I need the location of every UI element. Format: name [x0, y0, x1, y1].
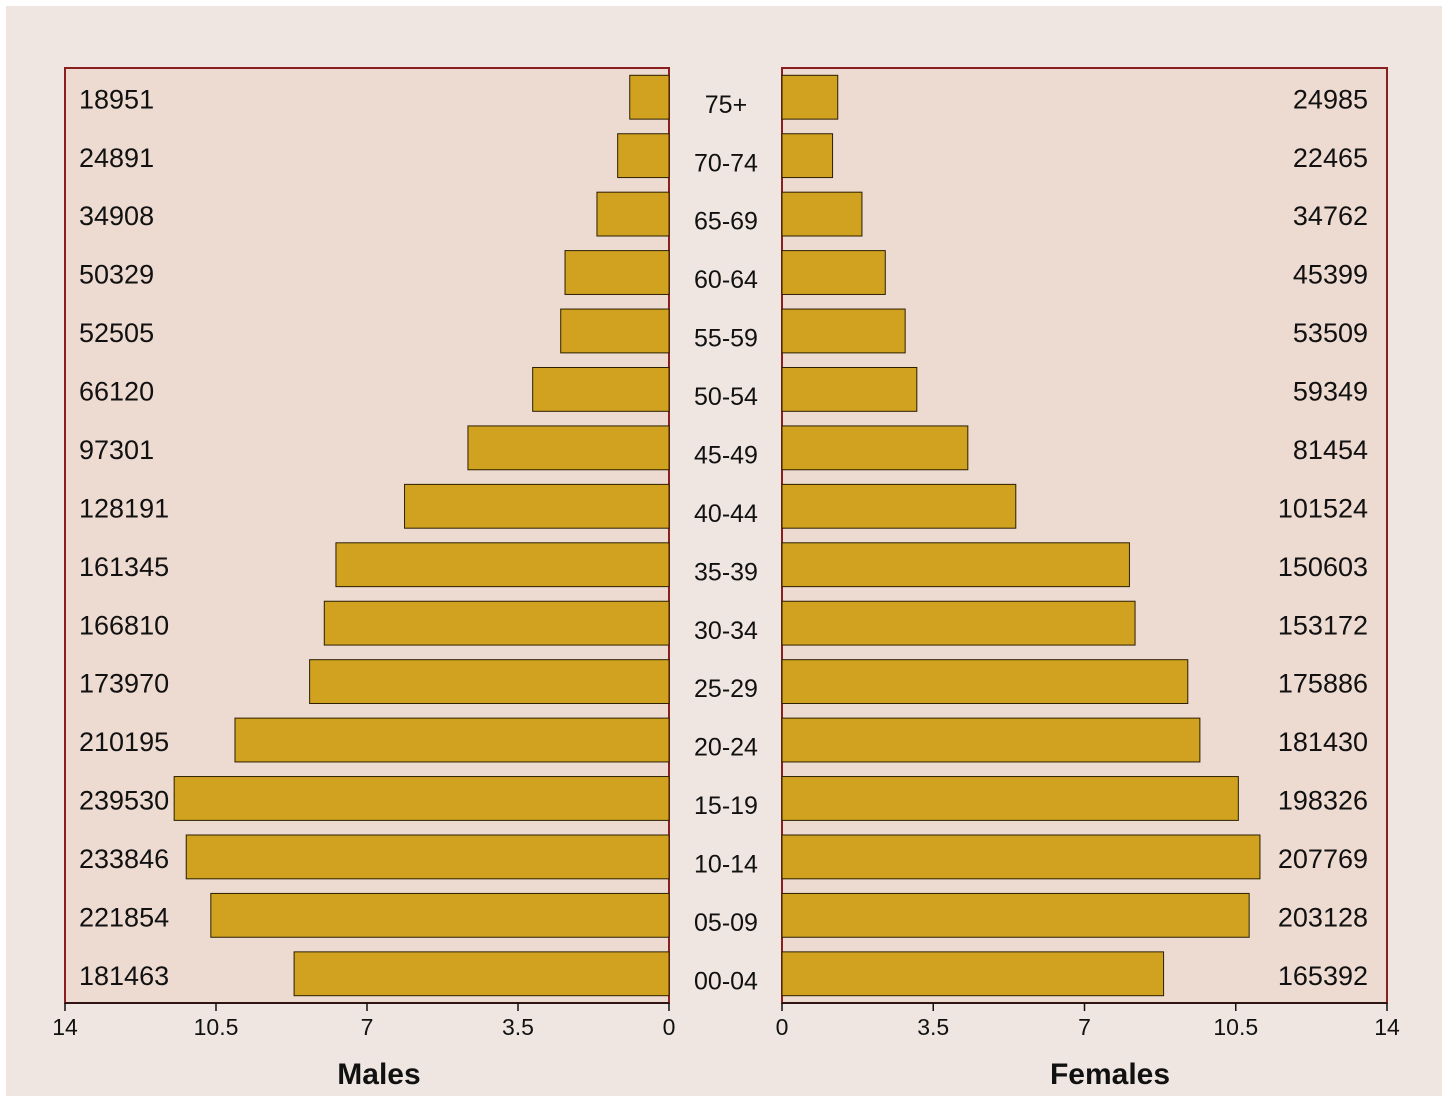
age-group-label: 55-59 [694, 325, 758, 353]
female-bar-30-34 [781, 600, 1136, 646]
female-bar-10-14 [781, 834, 1261, 880]
female-count-label: 101524 [1278, 493, 1368, 523]
male-bar-35-39 [335, 542, 670, 588]
male-count-label: 18951 [79, 84, 154, 114]
x-axes: 14 10.5 7 3.5 0 0 3.5 7 10.5 14 [52, 1002, 1400, 1040]
female-count-label: 24985 [1293, 84, 1368, 114]
female-count-label: 150603 [1278, 552, 1368, 582]
female-count-label: 181430 [1278, 727, 1368, 757]
female-bar-00-04 [781, 951, 1165, 997]
age-group-label: 75+ [705, 91, 747, 119]
male-bar-25-29 [309, 659, 670, 705]
female-bar-65-69 [781, 191, 863, 237]
age-group-label: 60-64 [694, 266, 758, 294]
age-group-label: 35-39 [694, 558, 758, 586]
males-x-tick-label: 7 [361, 1014, 374, 1040]
female-count-label: 45399 [1293, 260, 1368, 290]
females-x-tick-label: 3.5 [917, 1014, 949, 1040]
male-bar-00-04 [293, 951, 670, 997]
age-group-label: 20-24 [694, 734, 758, 762]
age-group-label: 65-69 [694, 208, 758, 236]
female-count-label: 198326 [1278, 786, 1368, 816]
male-count-label: 221854 [79, 902, 169, 932]
age-group-label: 40-44 [694, 500, 758, 528]
female-count-label: 175886 [1278, 669, 1368, 699]
male-count-label: 66120 [79, 377, 154, 407]
male-bar-50-54 [532, 366, 670, 412]
female-bar-15-19 [781, 776, 1239, 821]
age-group-labels: 75+ 70-74 65-69 60-64 55-59 50-54 45-49 40-44 35… [694, 91, 758, 996]
females-x-tick-label: 14 [1374, 1014, 1400, 1040]
female-count-label: 59349 [1293, 377, 1368, 407]
age-group-label: 00-04 [694, 967, 758, 995]
male-bar-45-49 [467, 425, 670, 471]
female-bar-55-59 [781, 308, 906, 354]
male-count-label: 166810 [79, 610, 169, 640]
count-labels: 18951 24985 24891 22465 34908 34762 50329 45399… [79, 84, 1368, 991]
male-count-label: 50329 [79, 260, 154, 290]
male-count-label: 34908 [79, 201, 154, 231]
females-x-tick-label: 0 [776, 1014, 789, 1040]
male-count-label: 128191 [79, 493, 169, 523]
males-bars [173, 74, 670, 997]
female-count-label: 165392 [1278, 961, 1368, 991]
male-bar-20-24 [234, 717, 670, 763]
males-x-tick-label: 10.5 [194, 1014, 239, 1040]
female-bar-70-74 [781, 133, 834, 179]
female-bar-20-24 [781, 717, 1201, 763]
male-bar-10-14 [185, 834, 670, 880]
females-bars [781, 74, 1261, 997]
male-bar-15-19 [173, 776, 670, 821]
female-bar-50-54 [781, 366, 918, 412]
males-x-tick-label: 14 [52, 1014, 78, 1040]
male-bar-75+ [629, 74, 670, 120]
age-group-label: 15-19 [694, 792, 758, 820]
female-bar-35-39 [781, 542, 1130, 588]
male-bar-30-34 [323, 600, 670, 646]
age-group-label: 30-34 [694, 617, 758, 645]
male-count-label: 161345 [79, 552, 169, 582]
female-bar-75+ [781, 74, 839, 120]
male-count-label: 239530 [79, 786, 169, 816]
female-bar-45-49 [781, 425, 969, 471]
male-bar-55-59 [560, 308, 670, 354]
male-count-label: 233846 [79, 844, 169, 874]
females-x-tick-label: 10.5 [1213, 1014, 1258, 1040]
age-group-label: 70-74 [694, 149, 758, 177]
male-count-label: 52505 [79, 318, 154, 348]
female-bar-05-09 [781, 892, 1250, 938]
age-group-label: 45-49 [694, 441, 758, 469]
female-count-label: 34762 [1293, 201, 1368, 231]
male-bar-65-69 [596, 191, 670, 237]
females-x-tick-label: 7 [1078, 1014, 1091, 1040]
female-bar-40-44 [781, 483, 1017, 529]
male-bar-70-74 [617, 133, 670, 179]
male-bar-05-09 [210, 892, 670, 938]
female-count-label: 81454 [1293, 435, 1368, 465]
male-count-label: 210195 [79, 727, 169, 757]
males-x-tick-label: 3.5 [502, 1014, 534, 1040]
male-count-label: 173970 [79, 669, 169, 699]
female-count-label: 203128 [1278, 902, 1368, 932]
age-group-label: 25-29 [694, 675, 758, 703]
male-bar-40-44 [404, 483, 670, 529]
female-count-label: 53509 [1293, 318, 1368, 348]
age-group-label: 50-54 [694, 383, 758, 411]
male-count-label: 181463 [79, 961, 169, 991]
age-group-label: 05-09 [694, 909, 758, 937]
age-group-label: 10-14 [694, 851, 758, 879]
male-count-label: 24891 [79, 143, 154, 173]
males-axis-title: Males [337, 1058, 420, 1091]
females-axis-title: Females [1050, 1058, 1170, 1091]
female-count-label: 22465 [1293, 143, 1368, 173]
male-count-label: 97301 [79, 435, 154, 465]
female-count-label: 153172 [1278, 610, 1368, 640]
males-x-tick-label: 0 [663, 1014, 676, 1040]
female-count-label: 207769 [1278, 844, 1368, 874]
female-bar-25-29 [781, 659, 1189, 705]
male-bar-60-64 [564, 250, 670, 295]
female-bar-60-64 [781, 250, 886, 295]
